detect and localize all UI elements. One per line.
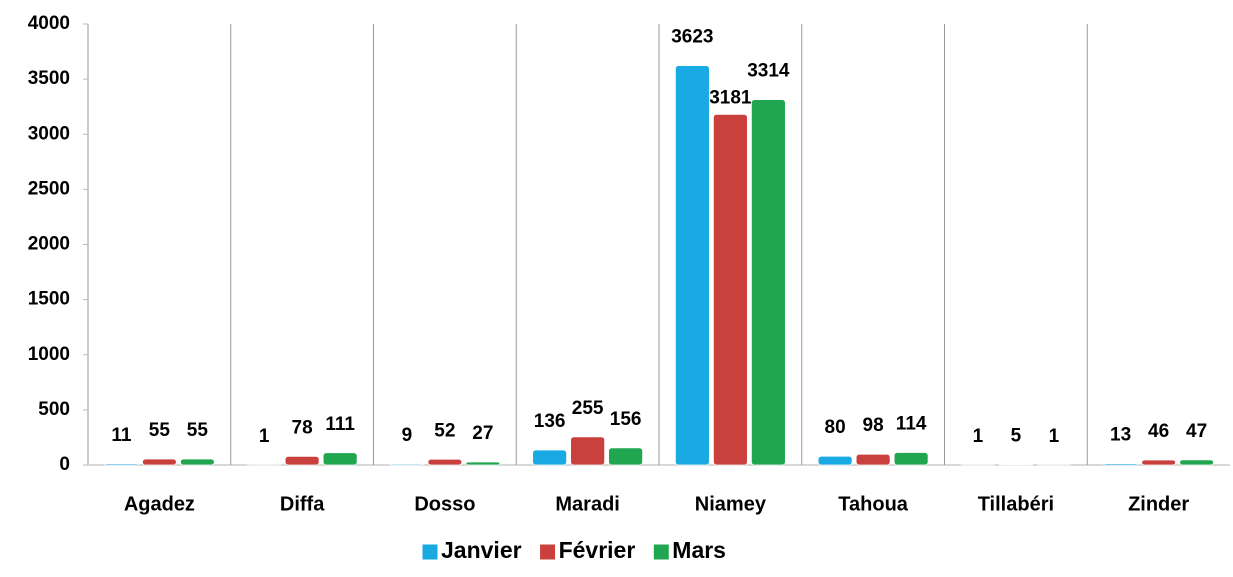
data-label: 98 [863, 415, 884, 436]
data-label: 46 [1148, 421, 1169, 442]
data-label: 114 [896, 413, 927, 434]
y-tick-label: 500 [38, 399, 70, 420]
data-label: 55 [187, 420, 209, 441]
bar [322, 452, 358, 466]
y-tick-label: 0 [59, 454, 70, 475]
data-label: 27 [472, 423, 493, 444]
bar [1179, 459, 1215, 466]
bar [284, 456, 320, 466]
bar [750, 99, 786, 466]
data-label: 3314 [747, 61, 790, 82]
data-label: 111 [325, 414, 355, 435]
y-tick-label: 4000 [28, 13, 70, 34]
bar [674, 65, 710, 466]
bar [608, 447, 644, 466]
bar [103, 463, 139, 466]
data-label: 9 [402, 425, 413, 446]
bar [817, 455, 853, 466]
bar [893, 452, 929, 466]
data-label: 1 [259, 426, 270, 447]
legend-label: Mars [672, 537, 726, 563]
bar [998, 464, 1034, 466]
x-tick-label: Tillabéri [978, 493, 1054, 515]
x-tick-label: Niamey [695, 493, 767, 515]
bar [427, 458, 463, 466]
data-label: 80 [825, 417, 846, 438]
y-tick-label: 1500 [28, 289, 70, 310]
bar [712, 113, 748, 466]
data-label: 1 [973, 426, 984, 447]
data-label: 11 [111, 425, 132, 446]
bar [389, 463, 425, 466]
x-tick-label: Diffa [280, 493, 325, 515]
data-label: 47 [1186, 421, 1207, 442]
data-label: 78 [292, 417, 313, 438]
data-label: 3181 [709, 87, 752, 108]
y-tick-label: 2000 [28, 234, 70, 255]
data-label: 255 [572, 398, 604, 419]
bar [465, 461, 501, 466]
y-tick-label: 3500 [28, 68, 70, 89]
x-tick-label: Agadez [124, 493, 195, 515]
data-label: 156 [610, 409, 642, 430]
legend-swatch [652, 543, 670, 561]
bar [532, 449, 568, 466]
data-label: 136 [534, 411, 566, 432]
bar [1141, 459, 1177, 466]
data-label: 55 [149, 420, 171, 441]
legend-swatch [421, 543, 439, 561]
data-label: 52 [434, 420, 455, 441]
x-tick-label: Maradi [555, 493, 619, 515]
legend-label: Février [559, 537, 636, 563]
y-tick-label: 2500 [28, 178, 70, 199]
bar [179, 458, 215, 466]
x-tick-label: Dosso [414, 493, 475, 515]
y-tick-label: 3000 [28, 123, 70, 144]
x-tick-label: Zinder [1128, 493, 1189, 515]
y-tick-label: 1000 [28, 344, 70, 365]
legend-swatch [539, 543, 557, 561]
data-label: 13 [1110, 425, 1131, 446]
x-tick-label: Tahoua [838, 493, 909, 515]
data-label: 1 [1049, 426, 1060, 447]
legend-label: Janvier [441, 537, 522, 563]
bar [141, 458, 177, 466]
bar [1103, 463, 1139, 466]
bar [570, 436, 606, 466]
data-label: 3623 [671, 27, 713, 48]
bar [855, 453, 891, 466]
data-label: 5 [1011, 425, 1022, 446]
